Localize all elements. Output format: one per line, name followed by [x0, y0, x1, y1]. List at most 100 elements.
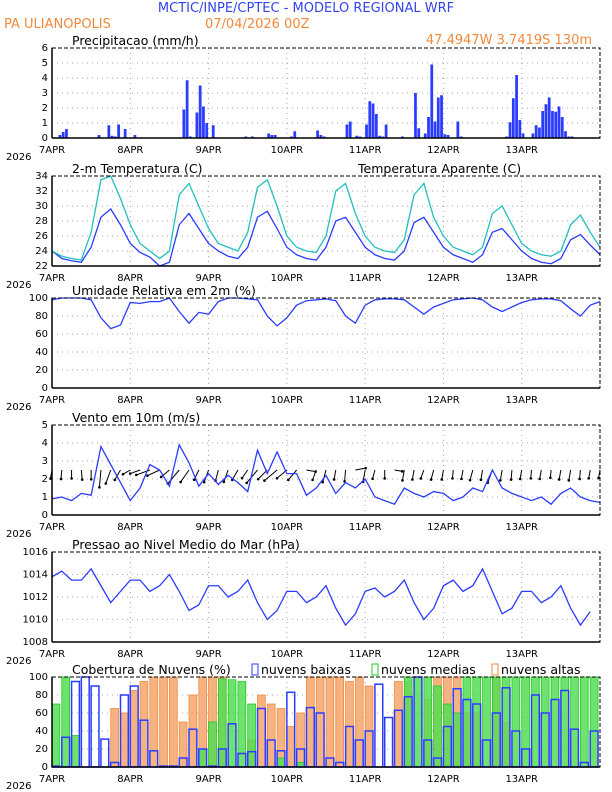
wind-arrow — [98, 469, 102, 488]
wind-arrow-head — [287, 478, 290, 482]
precip-bar — [551, 111, 554, 138]
precip-bar — [185, 80, 189, 138]
y-tick-label: 100 — [29, 293, 48, 304]
y-tick-label: 5 — [42, 420, 48, 431]
x-tick-label: 13APR — [505, 522, 538, 533]
wind-arrow — [241, 469, 249, 479]
wind-arrow — [122, 469, 131, 475]
x-tick-label: 12APR — [427, 649, 460, 660]
wind-arrow-head — [202, 480, 206, 484]
wind-arrow — [539, 469, 542, 479]
cloud-bar-nuvens-medias — [413, 676, 423, 768]
wind-arrow — [372, 469, 376, 479]
wind-arrow-head — [518, 477, 522, 481]
wind-arrow — [558, 469, 562, 480]
series-line — [51, 208, 601, 267]
panel-0: 0 1 2 3 4 5 6 7APR 8APR 9APR 10APR 11APR 12APR 13APR 2… — [6, 33, 601, 163]
x-tick-label: 11APR — [349, 774, 382, 785]
precip-bar — [531, 133, 535, 138]
x-tick-label: 12APR — [427, 774, 460, 785]
panel-title: Umidade Relativa em 2m (%) — [72, 283, 256, 298]
wind-arrow — [333, 469, 337, 480]
panel-title: Vento em 10m (m/s) — [72, 410, 200, 425]
precip-bar — [368, 101, 372, 138]
x-tick-label: 10APR — [271, 273, 304, 284]
wind-arrow-head — [557, 478, 561, 481]
panel-3: 0 1 2 3 4 5 7APR 8APR 9APR 10APR 11APR 12APR 13APR 20… — [6, 410, 601, 540]
precip-bar — [511, 98, 515, 138]
legend-label: nuvens altas — [501, 662, 581, 677]
cloud-bar-nuvens-medias — [276, 757, 286, 768]
y-tick-label: 0 — [42, 383, 48, 394]
series-line — [51, 567, 591, 627]
x-tick-label: 8APR — [117, 522, 143, 533]
wind-arrow-head — [89, 478, 93, 481]
precip-bar — [547, 97, 551, 138]
wind-arrow-head — [468, 478, 472, 482]
cloud-bar-nuvens-medias — [71, 735, 80, 768]
x-tick-label: 8APR — [117, 145, 143, 156]
precip-bar — [554, 111, 558, 138]
y-tick-label: 24 — [35, 246, 48, 257]
precip-bar — [564, 131, 567, 138]
cloud-bar-nuvens-medias — [217, 678, 227, 768]
series-line — [51, 175, 601, 261]
precip-bar — [107, 125, 111, 138]
run-date-label: 07/04/2026 00Z — [205, 17, 310, 32]
wind-arrow-head — [98, 486, 101, 489]
panel-2: 0 20 40 60 80 100 7APR 8APR 9APR 10APR 11APR 12APR 1… — [6, 283, 601, 413]
coordinates-label: 47.4947W 3.7419S 130m — [426, 33, 592, 48]
x-tick-label: 9APR — [195, 649, 221, 660]
precip-bar — [316, 130, 319, 138]
wind-arrow-head — [371, 477, 374, 480]
y-tick-label: 30 — [35, 201, 48, 212]
cloud-bar-nuvens-altas — [266, 703, 276, 768]
y-tick-label: 6 — [42, 43, 48, 54]
precip-bar — [414, 93, 417, 138]
precip-bar — [518, 120, 522, 138]
precip-bar — [133, 135, 137, 138]
wind-arrow-head — [192, 478, 196, 482]
precip-bar — [117, 124, 121, 138]
cloud-bar-nuvens-medias — [550, 676, 560, 768]
cloud-bar-nuvens-altas — [306, 676, 315, 768]
panel-title: Cobertura de Nuvens (%) — [72, 662, 231, 677]
wind-arrow — [231, 469, 239, 481]
cloud-bar-nuvens-medias — [208, 721, 217, 768]
precip-bar — [365, 124, 368, 138]
x-tick-label: 13APR — [505, 774, 538, 785]
precip-bar — [443, 134, 447, 138]
precip-bar — [430, 64, 434, 138]
precip-bar — [97, 135, 101, 138]
x-year-label: 2026 — [6, 280, 31, 291]
precip-bar — [355, 135, 359, 138]
x-tick-label: 11APR — [349, 145, 382, 156]
precip-bar — [198, 85, 202, 138]
precip-bar — [423, 133, 427, 138]
precip-bar — [58, 135, 62, 138]
y-tick-label: 4 — [42, 438, 48, 449]
y-tick-label: 1008 — [23, 637, 48, 648]
precip-bar — [534, 125, 538, 138]
x-tick-label: 13APR — [505, 395, 538, 406]
cloud-bar-nuvens-medias — [589, 676, 599, 768]
y-tick-label: 4 — [42, 73, 48, 84]
precip-bar — [65, 129, 68, 138]
x-tick-label: 8APR — [117, 649, 143, 660]
cloud-bar-nuvens-medias — [452, 712, 462, 768]
y-tick-label: 1016 — [23, 547, 48, 558]
x-tick-label: 9APR — [195, 522, 221, 533]
x-tick-label: 12APR — [427, 395, 460, 406]
wind-arrow — [180, 469, 190, 483]
x-tick-label: 13APR — [505, 145, 538, 156]
cloud-bar-nuvens-altas — [364, 685, 374, 768]
wind-arrow-head — [479, 478, 483, 482]
y-tick-label: 3 — [42, 456, 48, 467]
wind-arrow — [401, 469, 405, 481]
wind-arrow-head — [311, 478, 314, 482]
cloud-bar-nuvens-medias — [433, 685, 442, 768]
x-tick-label: 12APR — [427, 145, 460, 156]
wind-arrow — [420, 469, 425, 479]
wind-arrow — [246, 469, 258, 484]
x-tick-label: 8APR — [117, 395, 143, 406]
